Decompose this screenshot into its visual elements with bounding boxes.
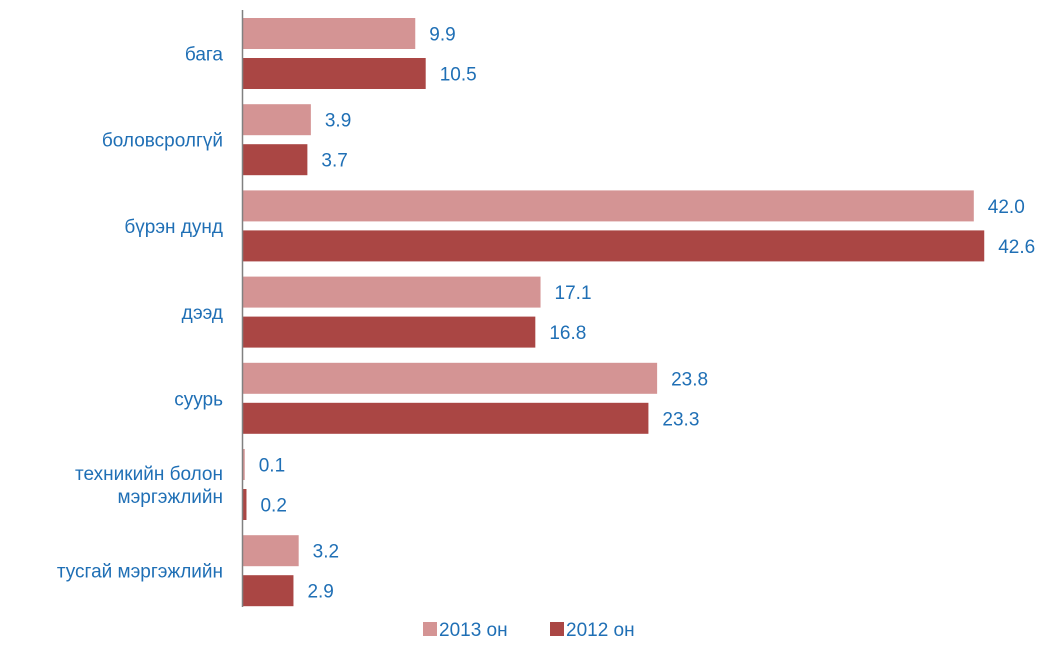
data-label-series1-5: 0.1 — [259, 456, 285, 477]
value-labels-layer: 9.9 10.5 3.9 3.7 42.0 42.6 17.1 16.8 23.8 23.3 0.1… — [259, 25, 1035, 603]
bar-series2-5 — [243, 489, 247, 520]
data-label-series2-5: 0.2 — [260, 496, 286, 517]
bar-series2-6 — [243, 575, 294, 607]
bar-series2-0 — [243, 58, 426, 89]
legend-label-2: 2012 он — [566, 620, 635, 641]
bar-series1-4 — [243, 362, 658, 394]
category-label-5: техникийн болон мэргэжлийн — [75, 464, 223, 508]
data-label-series1-1: 3.9 — [325, 111, 351, 132]
bars-layer — [243, 18, 985, 607]
category-label-1: боловсролгүй — [102, 131, 223, 152]
category-labels-layer: бага боловсролгүй бүрэн дунд дээд суурь техни… — [57, 45, 224, 583]
bar-series1-5 — [243, 449, 245, 480]
data-label-series1-6: 3.2 — [313, 542, 339, 563]
bar-series1-3 — [243, 276, 541, 308]
category-label-2: бүрэн дунд — [124, 217, 223, 238]
bar-series2-1 — [243, 144, 308, 176]
data-label-series2-3: 16.8 — [549, 323, 586, 344]
data-label-series2-6: 2.9 — [307, 582, 333, 603]
data-label-series2-0: 10.5 — [440, 65, 477, 86]
bar-series1-0 — [243, 18, 416, 49]
bar-series2-2 — [243, 230, 985, 262]
bar-series2-3 — [243, 316, 536, 348]
bar-series1-2 — [243, 190, 974, 222]
data-label-series2-2: 42.6 — [998, 237, 1035, 258]
data-label-series2-1: 3.7 — [321, 151, 347, 172]
bar-series1-6 — [243, 535, 299, 567]
data-label-series1-2: 42.0 — [988, 197, 1025, 218]
legend-label-1: 2013 он — [439, 620, 508, 641]
legend-swatch-2 — [550, 622, 564, 636]
bar-series2-4 — [243, 402, 649, 434]
data-label-series1-0: 9.9 — [429, 25, 455, 46]
category-label-0: бага — [185, 45, 224, 66]
bar-series1-1 — [243, 104, 311, 136]
category-label-4: суурь — [174, 389, 223, 410]
category-label-3: дээд — [182, 303, 223, 324]
legend-swatch-1 — [423, 622, 437, 636]
category-label-6: тусгай мэргэжлийн — [57, 562, 223, 583]
legend: 2013 он 2012 он — [423, 620, 635, 641]
data-label-series1-3: 17.1 — [555, 283, 592, 304]
data-label-series2-4: 23.3 — [662, 409, 699, 430]
data-label-series1-4: 23.8 — [671, 369, 708, 390]
